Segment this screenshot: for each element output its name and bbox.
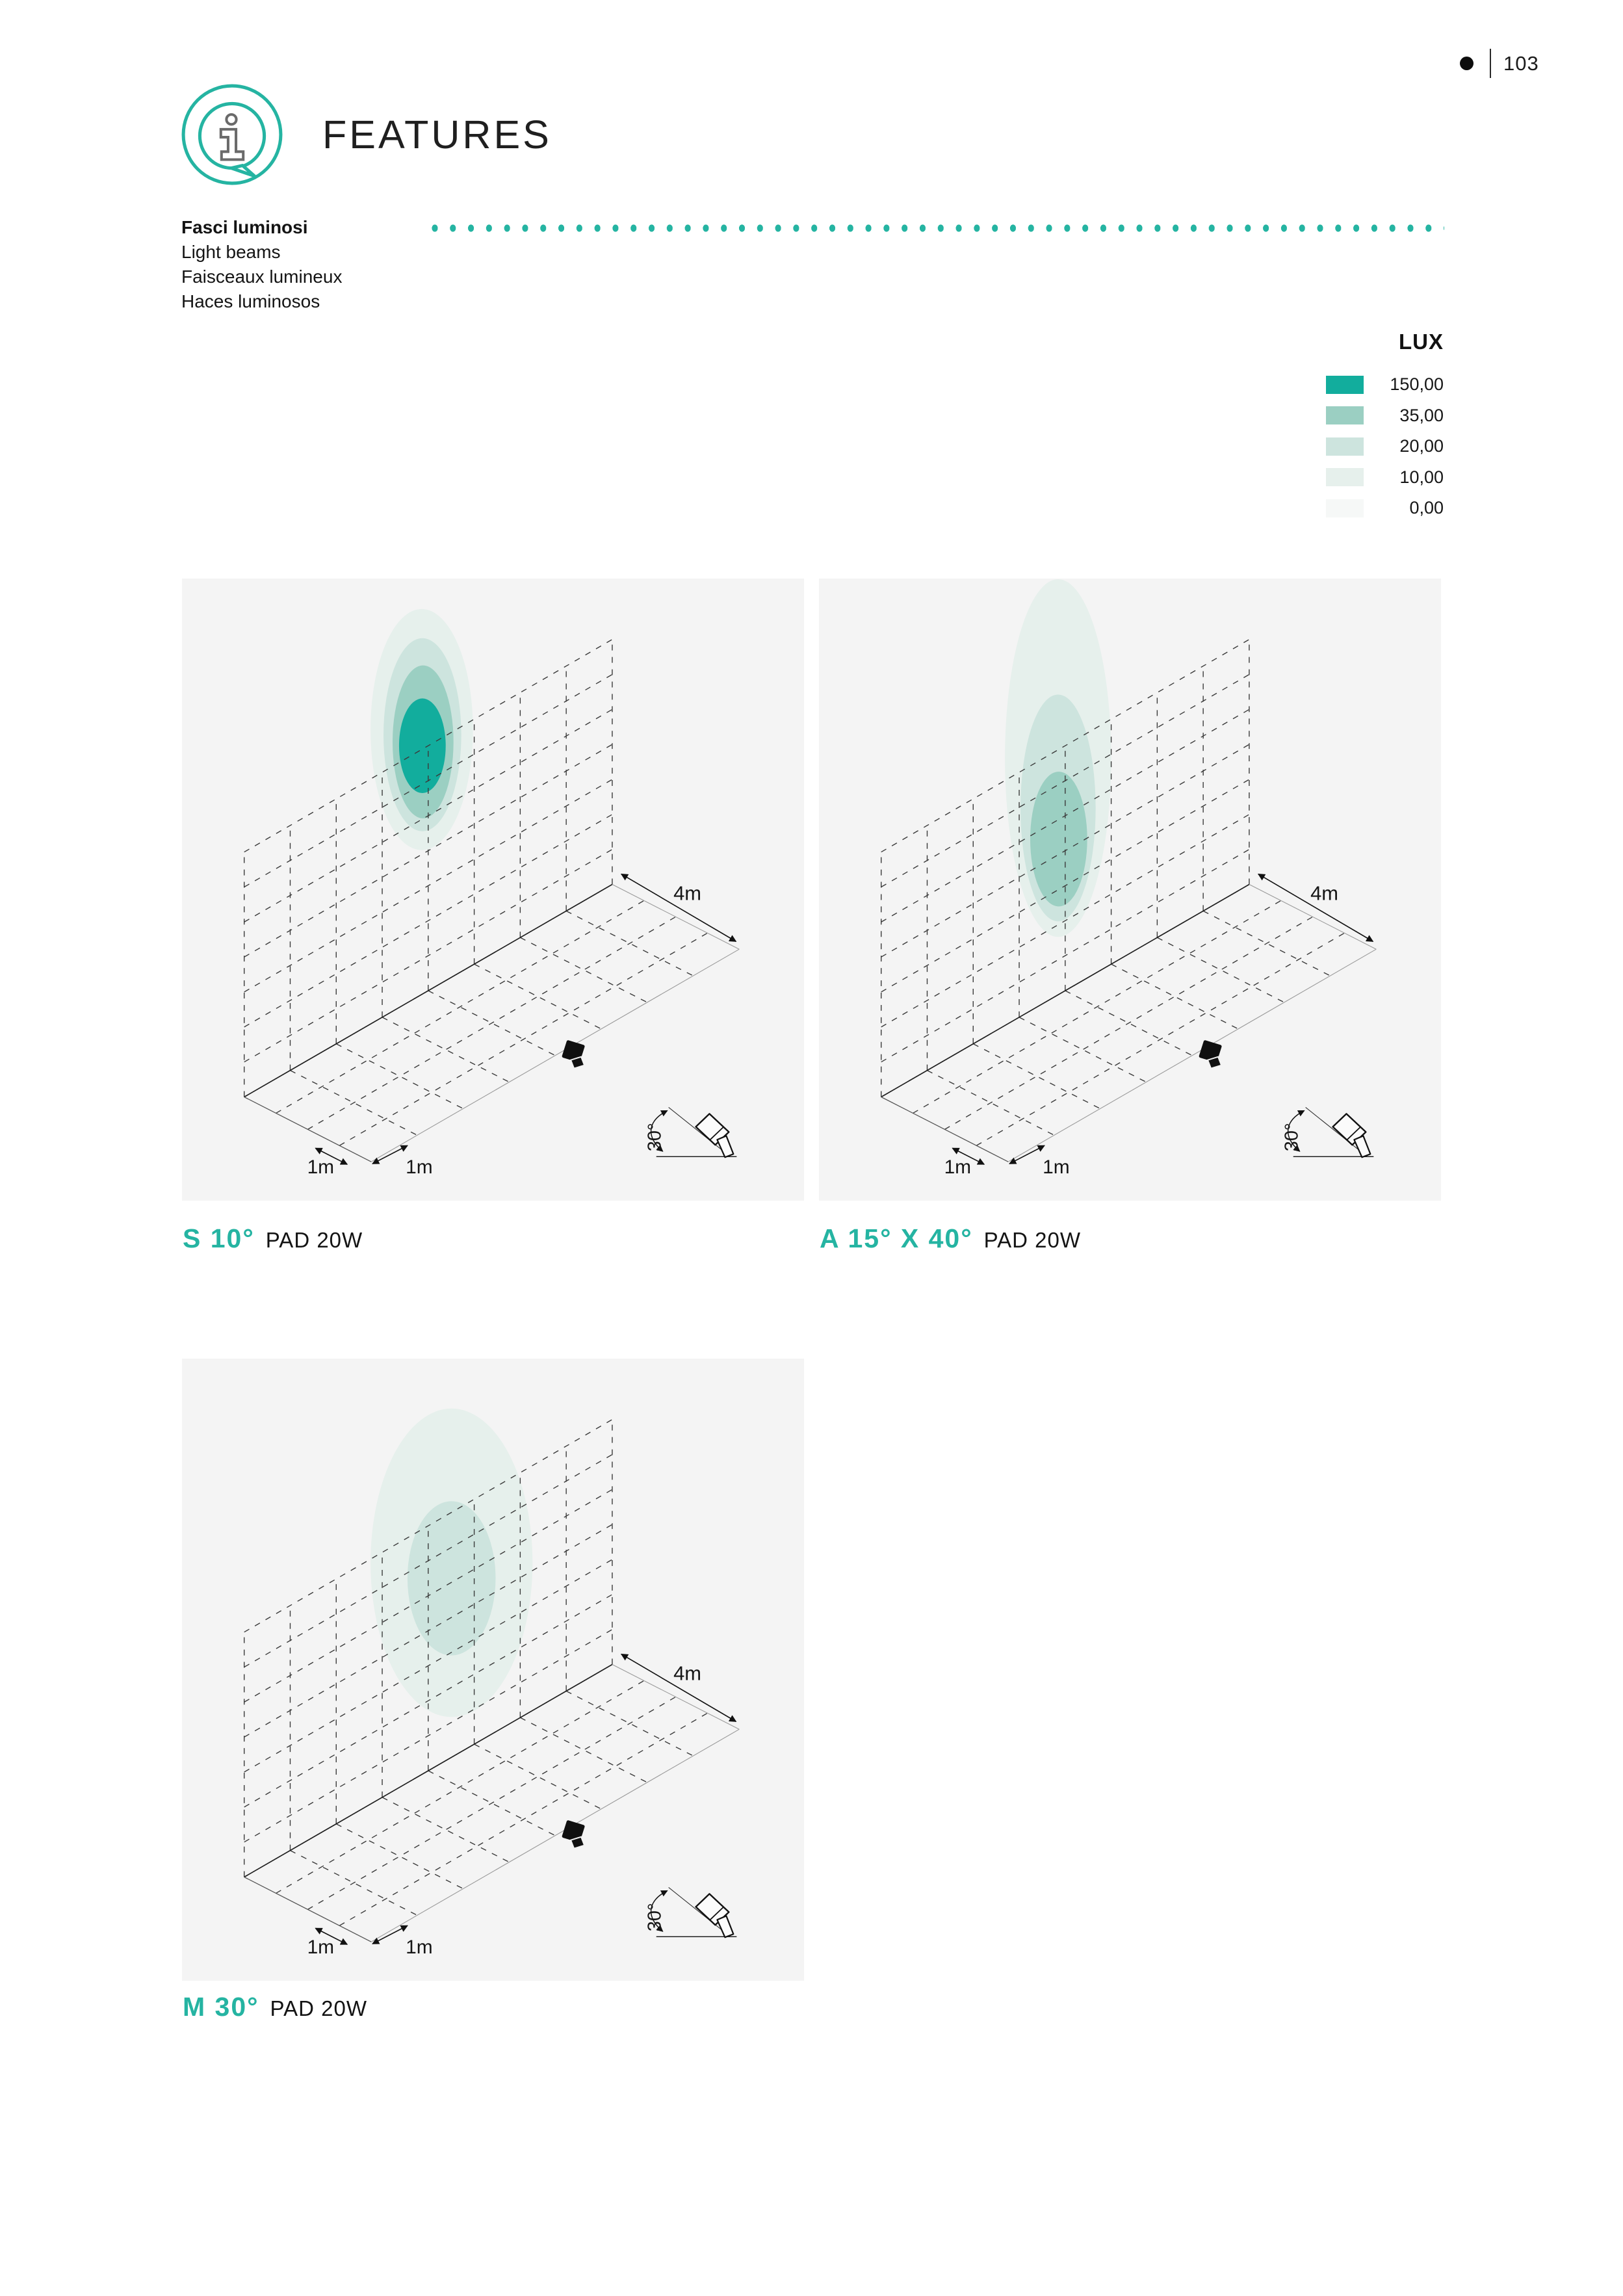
intro-translation-es: Haces luminosos [181,291,320,311]
unit-left-label: 1m [307,1937,335,1958]
dotted-separator [430,224,1444,233]
luminaire-icon [562,1040,586,1069]
beam-diagram-s10: 4m 1m 1m 30° [182,579,804,1201]
beam-ellipses [370,608,473,850]
unit-left-label: 1m [307,1156,335,1178]
diagram-caption-a15x40: A 15° X 40° PAD 20W [820,1223,1081,1254]
floor-depth-dimension: 4m [1257,873,1374,942]
legend-swatch [1326,499,1364,517]
luminaire-icon [562,1820,586,1849]
legend-lux-value: 150,00 [1390,374,1444,395]
floor-depth-label: 4m [1310,881,1338,904]
beam-chart: 4m 1m 1m 30° [819,579,1441,1201]
spotlight-icon-leg [1353,1135,1371,1158]
legend-row: 150,00 [1326,369,1444,400]
iso-grid [881,639,1345,1146]
speech-bubble-tail [229,164,256,178]
beam-type-label: A 15° X 40° [820,1223,973,1253]
intro-title-it: Fasci luminosi [181,217,308,237]
page-indicator-divider [1490,49,1491,78]
info-i-dot [225,113,238,126]
spotlight-icon-head [695,1893,730,1926]
spotlight-icon-leg [716,1135,734,1158]
tilt-angle-label: 30° [645,1903,666,1932]
lamp-model-label: PAD 20W [270,1996,367,2020]
tilt-inset: 30° [1282,1107,1374,1158]
floor-depth-dimension: 4m [620,873,737,942]
unit-right-label: 1m [1043,1156,1070,1178]
spotlight-icon-leg [716,1915,734,1938]
legend-title: LUX [1399,330,1444,354]
beam-type-label: M 30° [183,1992,259,2022]
legend-row: 10,00 [1326,462,1444,493]
legend-swatch [1326,375,1364,394]
legend-lux-value: 20,00 [1399,436,1444,456]
beam-diagram-m30: 4m 1m 1m 30° [182,1359,804,1981]
unit-right-label: 1m [406,1937,433,1958]
diagram-background [819,579,1441,1201]
spotlight-icon-head [1332,1113,1367,1146]
floor-depth-label: 4m [673,881,701,904]
legend-row: 20,00 [1326,431,1444,462]
beam-diagram-a15x40: 4m 1m 1m 30° [819,579,1441,1201]
floor-depth-label: 4m [673,1662,701,1684]
section-header: FEATURES [179,82,552,187]
tilt-angle-label: 30° [1282,1123,1303,1152]
info-icon-outer-ring [181,84,283,185]
diagram-background [182,579,804,1201]
beam-ellipses [370,1408,533,1717]
lamp-model-label: PAD 20W [983,1228,1082,1252]
floor-unit-dimensions: 1m 1m [944,1145,1070,1178]
legend-rows: 150,00 35,00 20,00 10,00 0,00 [1326,369,1444,524]
luminaire-icon [1199,1040,1223,1069]
intro-translation-fr: Faisceaux lumineux [181,267,343,287]
tilt-inset: 30° [645,1887,737,1938]
series-dot-icon [1460,57,1474,70]
intro-translation-en: Light beams [181,242,281,262]
beam-type-label: S 10° [183,1223,255,1253]
iso-grid [244,639,708,1146]
legend-lux-value: 10,00 [1399,467,1444,487]
info-i-stem [219,127,245,161]
legend-swatch [1326,468,1364,487]
unit-left-label: 1m [944,1156,972,1178]
page-indicator: 103 [1460,49,1539,78]
diagram-caption-m30: M 30° PAD 20W [183,1992,367,2022]
beam-chart: 4m 1m 1m 30° [182,1359,804,1981]
info-icon [181,84,283,185]
tilt-angle-label: 30° [645,1123,666,1152]
beam-chart: 4m 1m 1m 30° [182,579,804,1201]
spotlight-icon-head [695,1113,730,1146]
beam-ellipse-lux-20,00 [407,1501,496,1656]
diagram-caption-s10: S 10° PAD 20W [183,1223,363,1254]
legend-row: 0,00 [1326,493,1444,524]
beam-ellipse-lux-150,00 [398,698,446,793]
lux-legend: LUX 150,00 35,00 20,00 10,00 0,00 [1326,330,1444,524]
floor-unit-dimensions: 1m 1m [307,1925,433,1958]
tilt-inset: 30° [645,1107,737,1158]
legend-lux-value: 0,00 [1409,498,1444,518]
legend-swatch [1326,406,1364,425]
intro-block: Fasci luminosi Light beams Faisceaux lum… [181,215,342,314]
floor-depth-dimension: 4m [620,1653,737,1722]
beam-ellipse-lux-35,00 [1030,772,1087,907]
unit-right-label: 1m [406,1156,433,1178]
page-number: 103 [1503,51,1539,75]
legend-row: 35,00 [1326,400,1444,432]
floor-unit-dimensions: 1m 1m [307,1145,433,1178]
section-title: FEATURES [322,112,552,157]
beam-ellipses [1005,579,1111,937]
legend-swatch [1326,437,1364,456]
iso-grid [244,1419,708,1926]
legend-lux-value: 35,00 [1399,405,1444,425]
lamp-model-label: PAD 20W [265,1228,363,1252]
